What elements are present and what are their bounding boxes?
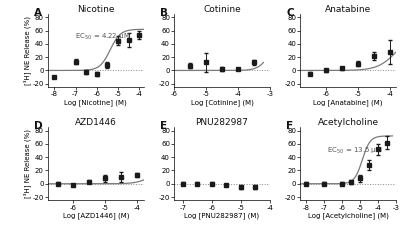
Title: Anatabine: Anatabine: [325, 5, 371, 14]
X-axis label: Log [Nicotine] (M): Log [Nicotine] (M): [64, 99, 127, 106]
Title: PNU282987: PNU282987: [196, 118, 248, 127]
Text: D: D: [34, 121, 42, 131]
Text: EC$_{50}$ = 4.22 μM: EC$_{50}$ = 4.22 μM: [75, 32, 130, 42]
X-axis label: Log [AZD1446] (M): Log [AZD1446] (M): [62, 213, 129, 219]
X-axis label: Log [PNU282987] (M): Log [PNU282987] (M): [184, 213, 260, 219]
Title: Cotinine: Cotinine: [203, 5, 241, 14]
Title: AZD1446: AZD1446: [75, 118, 117, 127]
Text: B: B: [160, 8, 168, 18]
Y-axis label: [³H] NE Release (%): [³H] NE Release (%): [23, 129, 31, 198]
X-axis label: Log [Cotinine] (M): Log [Cotinine] (M): [190, 99, 254, 106]
Text: F: F: [286, 121, 293, 131]
X-axis label: Log [Acetylcholine] (M): Log [Acetylcholine] (M): [308, 213, 389, 219]
Title: Acetylcholine: Acetylcholine: [318, 118, 379, 127]
Text: EC$_{50}$ = 13.5 μM: EC$_{50}$ = 13.5 μM: [327, 146, 383, 156]
Text: A: A: [34, 8, 42, 18]
Title: Nicotine: Nicotine: [77, 5, 114, 14]
Text: C: C: [286, 8, 294, 18]
Text: E: E: [160, 121, 167, 131]
X-axis label: Log [Anatabine] (M): Log [Anatabine] (M): [314, 99, 383, 106]
Y-axis label: [³H] NE Release (%): [³H] NE Release (%): [23, 16, 31, 85]
